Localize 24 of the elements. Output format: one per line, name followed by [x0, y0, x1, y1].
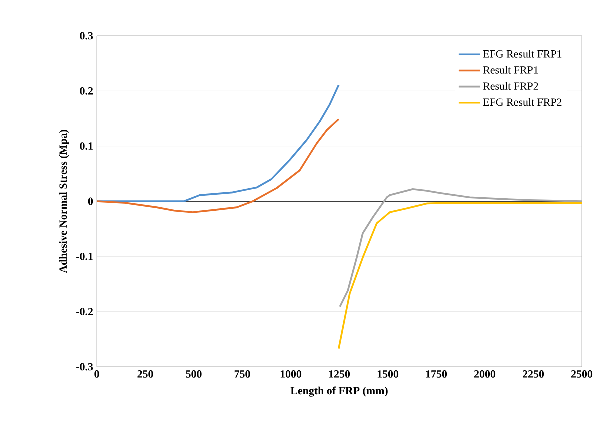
y-tick-label: 0 — [88, 198, 94, 206]
y-tick-label: -0.3 — [76, 363, 94, 371]
x-axis-title: Length of FRP (mm) — [290, 386, 388, 397]
legend-label: Result FRP2 — [483, 82, 538, 90]
x-tick-label: 250 — [138, 370, 154, 378]
x-tick-label: 1000 — [280, 370, 302, 378]
x-tick-label: 1750 — [426, 370, 448, 378]
x-tick-label: 2250 — [522, 370, 544, 378]
x-tick-label: 1250 — [329, 370, 350, 378]
legend-label: EFG Result FRP1 — [483, 50, 562, 58]
x-tick-label: 2000 — [474, 370, 496, 378]
x-tick-label: 1500 — [378, 370, 399, 378]
y-tick-label: 0.2 — [80, 87, 93, 95]
y-axis-title: Adhesive Normal Stress (Mpa) — [59, 130, 70, 274]
y-tick-label: -0.2 — [76, 308, 93, 316]
x-tick-label: 750 — [234, 370, 250, 378]
x-tick-label: 0 — [94, 370, 100, 378]
y-tick-label: 0.1 — [80, 142, 93, 150]
y-tick-label: -0.1 — [76, 252, 93, 260]
x-tick-label: 500 — [186, 370, 202, 378]
legend-label: Result FRP1 — [483, 66, 538, 74]
legend-label: EFG Result FRP2 — [483, 98, 562, 106]
y-tick-label: 0.3 — [80, 32, 94, 40]
x-tick-label: 2500 — [572, 370, 593, 378]
